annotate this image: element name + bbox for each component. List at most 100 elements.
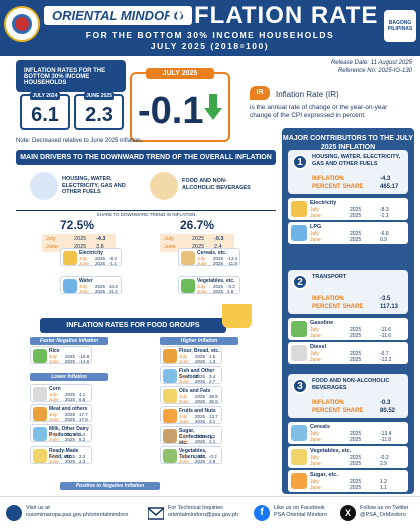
food-right-0-f: 1.3: [209, 359, 216, 364]
major-item-icon-2-0: [291, 425, 307, 441]
major-item-0-0: Electricity July June 2025 2025 -8.3 -1.1: [288, 198, 408, 220]
major-item-e: -6.8: [380, 231, 389, 237]
d1-v2: 3.8: [96, 244, 104, 250]
driver-item-0-f: -1.1: [109, 261, 117, 266]
major-item-a: July: [310, 327, 319, 333]
tech-email[interactable]: orientalmindoro@psa.gov.ph: [168, 512, 238, 518]
driver-item-3-d: 2025: [213, 289, 224, 294]
june-2025-box: JUNE 2025 2.3: [74, 92, 124, 130]
major-item-name: Diesel: [310, 344, 327, 350]
major-item-a: July: [310, 207, 319, 213]
major-item-a: July: [310, 231, 319, 237]
driver-item-3-c: 2025: [213, 284, 224, 289]
food-left-3-e: 2.4: [79, 432, 86, 437]
food-right-1-name: Fish and Other Seafood: [179, 368, 215, 380]
food-right-5-b: June: [179, 459, 189, 464]
major-item-a: July: [310, 431, 319, 437]
driver-item-2-a: July: [197, 256, 206, 261]
major-group-1: 2 TRANSPORT INFLATION -3.5 PERCENT SHARE 117.…: [288, 270, 408, 314]
driver-item-2-d: 2025: [213, 261, 224, 266]
food-right-3-f: 3.1: [209, 419, 216, 424]
major-item-a: July: [310, 479, 319, 485]
major-item-f: 2.9: [380, 461, 387, 467]
major-item-d: 2025: [350, 213, 362, 219]
food-left-0-e: -16.8: [79, 354, 90, 359]
driver-item-1-b: June: [79, 289, 89, 294]
food-right-3-a: July: [179, 414, 188, 419]
driver-item-1-icon: [63, 279, 77, 293]
food-left-0-c: 2025: [65, 354, 76, 359]
major-item-f: -1.1: [380, 213, 389, 219]
food-right-3: Fruits and Nuts July June 2025 2025 13.7 3.1: [160, 406, 222, 424]
food-left-0-icon: [33, 349, 47, 363]
tw-handle[interactable]: @PSA_OrMindoro: [360, 512, 406, 518]
major-item-b: June: [310, 333, 321, 339]
major-name-1: TRANSPORT: [312, 274, 347, 280]
driver-item-0-b: June: [79, 261, 89, 266]
major-item-b: June: [310, 213, 321, 219]
tech-label: For Technical Inquiries: [168, 505, 223, 511]
july-2025-label: JULY 2025: [146, 68, 214, 79]
driver-item-2-b: June: [197, 261, 207, 266]
major-share-label-2: PERCENT SHARE: [312, 408, 364, 414]
food-left-4-icon: [33, 449, 47, 463]
fb-label: Like us on Facebook: [274, 505, 325, 511]
driver-item-3-f: 2.9: [227, 289, 234, 294]
major-item-e: -13.4: [380, 431, 392, 437]
major-num-0: 1: [292, 154, 308, 170]
major-share-value-1: 117.13: [380, 304, 399, 310]
major-num-2: 3: [292, 378, 308, 394]
driver2-label: FOOD AND NON-ALCOHOLIC BEVERAGES: [182, 178, 251, 191]
major-item-name: Vegetables, etc.: [310, 448, 352, 454]
major-item-f: -12.2: [380, 357, 392, 363]
major-title: MAJOR CONTRIBUTORS TO THE JULY 2025 INFL…: [282, 135, 414, 151]
food-left-1-b: June: [49, 397, 59, 402]
shopping-cart-icon: [222, 304, 252, 328]
major-item-c: 2025: [350, 327, 362, 333]
food-left-4-b: June: [49, 459, 59, 464]
major-name-0: HOUSING, WATER, ELECTRICITY, GAS AND OTH…: [312, 154, 401, 167]
food-right-2-name: Oils and Fats: [179, 388, 211, 394]
footer: Visit us at rssomimaropa.psa.gov.ph/orie…: [0, 496, 420, 530]
major-item-e: -0.2: [380, 455, 389, 461]
major-item-c: 2025: [350, 431, 362, 437]
driver-item-1-d: 2025: [95, 289, 106, 294]
visit-link[interactable]: rssomimaropa.psa.gov.ph/orientalmindoro: [26, 512, 129, 518]
header: ORIENTAL MINDORO INFLATION RATE FOR THE …: [0, 0, 420, 56]
subtitle-line1: FOR THE BOTTOM 30% INCOME HOUSEHOLDS: [85, 30, 335, 40]
driver-item-2-f: -11.8: [227, 261, 237, 266]
food-left-0: Rice July June 2025 2025 -16.8 -14.6: [30, 346, 92, 364]
driver-item-0-name: Electricity: [79, 250, 103, 256]
food-left-1-d: 2025: [65, 397, 76, 402]
june-2025-label: JUNE 2025: [84, 92, 114, 100]
major-num-1: 2: [292, 274, 308, 290]
fb-page[interactable]: PSA Oriental Mindoro: [274, 512, 327, 518]
drivers-title: MAIN DRIVERS TO THE DOWNWARD TREND OF TH…: [16, 150, 276, 165]
major-item-icon-2-1: [291, 449, 307, 465]
food-right-5-icon: [163, 449, 177, 463]
driver-item-2-e: -13.4: [227, 256, 238, 261]
major-item-2-0: Cereals July June 2025 2025 -13.4 -11.8: [288, 422, 408, 444]
food-left-1-a: July: [49, 392, 58, 397]
major-item-name: Electricity: [310, 200, 337, 206]
food-right-3-b: June: [179, 419, 189, 424]
major-item-b: June: [310, 237, 321, 243]
d2-y1: 2025: [192, 236, 205, 242]
food-right-5-f: 2.9: [209, 459, 216, 464]
down-arrow-icon: [204, 94, 222, 120]
major-item-icon-1-0: [291, 321, 307, 337]
driver-item-0-e: -8.3: [109, 256, 117, 261]
driver1-table: July June 2025 2025 -4.3 3.8: [42, 234, 116, 252]
d2-v1: -0.3: [214, 236, 224, 242]
food-right-3-name: Fruits and Nuts: [179, 408, 216, 414]
major-item-name: Gasoline: [310, 320, 334, 326]
major-item-d: 2025: [350, 461, 362, 467]
twitter-icon: X: [340, 505, 356, 521]
major-inf-label-2: INFLATION: [312, 400, 344, 406]
food-right-1-e: 3.4: [209, 374, 216, 379]
driver-item-3-b: June: [197, 289, 207, 294]
driver2-pct: 26.7%: [180, 218, 215, 232]
major-item-d: 2025: [350, 333, 362, 339]
major-item-0-1: LPG July June 2025 2025 -6.8 0.9: [288, 222, 408, 244]
food-left-2: Meat and others July June 2025 2025 17.7 17.8: [30, 404, 92, 422]
